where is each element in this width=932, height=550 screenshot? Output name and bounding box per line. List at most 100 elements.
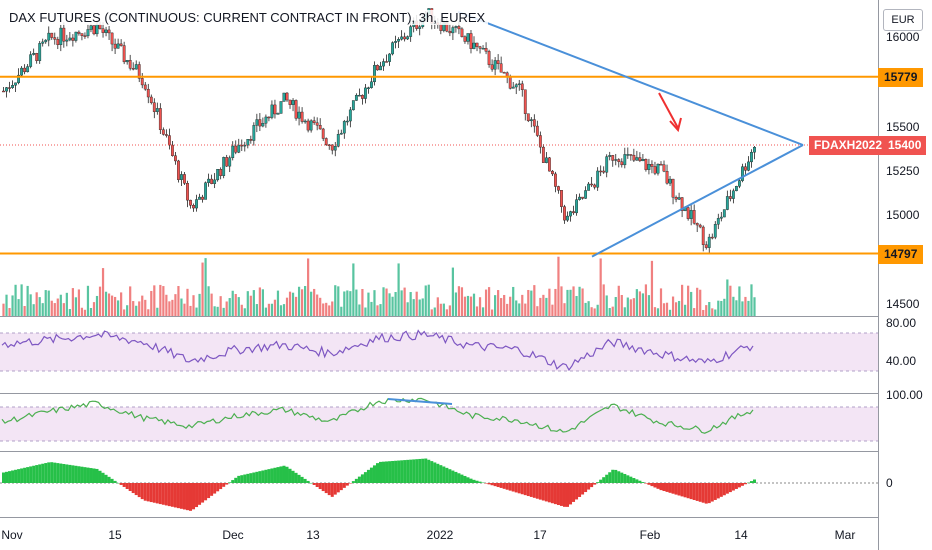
volume-bar <box>68 309 71 316</box>
histogram-bar <box>572 483 576 502</box>
volume-bar <box>412 299 415 316</box>
histogram-bar <box>457 473 461 483</box>
volume-bar <box>231 290 234 316</box>
volume-bar <box>714 309 717 316</box>
symbol-label: FDAXH2022 <box>809 136 888 155</box>
volume-bar <box>337 286 340 316</box>
volume-bar <box>189 305 192 316</box>
histogram-bar <box>300 476 304 483</box>
volume-bar <box>705 305 708 316</box>
volume-bar <box>132 301 135 316</box>
histogram-bar <box>605 474 609 483</box>
candle-body <box>152 102 156 112</box>
volume-bar <box>530 290 533 316</box>
candle-body <box>409 26 413 37</box>
volume-bar <box>192 295 195 316</box>
histogram-bar <box>354 478 358 483</box>
candle-body <box>167 135 171 146</box>
candle-body <box>493 60 497 70</box>
pane-separator-histogram[interactable] <box>0 451 878 452</box>
histogram-bar <box>466 477 470 483</box>
volume-bar <box>674 302 678 316</box>
histogram-bar <box>261 470 265 483</box>
candle-body <box>379 65 382 71</box>
candle-body <box>400 36 404 40</box>
histogram-bar <box>511 483 515 492</box>
volume-bar <box>165 294 168 316</box>
candle-body <box>587 183 591 191</box>
histogram-bar <box>638 480 642 483</box>
candle-body <box>623 154 627 166</box>
time-tick-17: 17 <box>533 528 547 542</box>
candle-body <box>228 157 232 167</box>
volume-bar <box>509 296 512 316</box>
histogram-bar <box>713 483 717 500</box>
candle-body <box>734 186 738 192</box>
candle-body <box>741 166 744 181</box>
candle-body <box>478 46 482 49</box>
volume-bar <box>497 290 500 316</box>
candle-body <box>225 157 229 167</box>
candle-body <box>312 120 316 123</box>
candle-body <box>656 163 660 174</box>
candle-body <box>659 163 663 166</box>
volume-bar <box>219 296 222 316</box>
candle-body <box>466 33 470 42</box>
histogram-bar <box>689 483 693 500</box>
histogram-bar <box>430 461 434 483</box>
volume-bar <box>53 303 56 316</box>
volume-bar <box>442 303 445 316</box>
candle-body <box>62 27 66 42</box>
candle-body <box>243 144 247 147</box>
volume-bar <box>50 300 53 316</box>
candle-body <box>345 120 349 123</box>
candle-body <box>207 178 211 183</box>
histogram-bar <box>448 469 452 483</box>
candle-body <box>728 196 732 199</box>
volume-bar <box>723 298 726 316</box>
histogram-bar <box>288 468 292 483</box>
volume-bar <box>584 302 587 316</box>
histogram-bar <box>496 483 500 488</box>
volume-bar <box>539 297 542 316</box>
volume-bar <box>569 289 572 316</box>
candle-body <box>294 100 298 119</box>
volume-bar <box>400 290 403 316</box>
histogram-bar <box>86 467 90 483</box>
histogram-bar <box>297 474 301 483</box>
candle-body <box>394 41 397 43</box>
histogram-bar <box>710 483 714 502</box>
volume-bar <box>753 297 756 316</box>
candle-body <box>629 154 633 156</box>
volume-bar <box>346 290 349 316</box>
histogram-bar <box>53 462 57 483</box>
histogram-bar <box>550 483 554 504</box>
candle-body <box>351 100 355 111</box>
candle-body <box>544 157 548 163</box>
histogram-bar <box>668 483 672 493</box>
volume-bar <box>693 308 696 316</box>
candle-body <box>158 108 162 130</box>
pane-separator-oscillator[interactable] <box>0 393 878 394</box>
candle-body <box>219 169 223 176</box>
histogram-bar <box>623 473 627 483</box>
pane-separator-rsi[interactable] <box>0 316 878 317</box>
volume-bar <box>89 307 93 316</box>
histogram-bar <box>421 458 425 483</box>
candle-body <box>475 42 479 47</box>
volume-bar <box>545 297 548 316</box>
currency-button[interactable]: EUR <box>883 9 923 31</box>
volume-bar <box>291 292 295 316</box>
histogram-bar <box>333 483 337 495</box>
volume-bar <box>23 306 26 316</box>
volume-bar <box>59 294 62 316</box>
volume-bar <box>228 298 231 316</box>
volume-bar <box>349 291 352 316</box>
volume-bar <box>418 299 421 316</box>
volume-bar <box>699 289 702 316</box>
volume-bar <box>334 285 337 316</box>
histogram-bar <box>478 481 482 483</box>
histogram-bar <box>143 483 147 501</box>
time-axis-separator <box>0 517 878 518</box>
